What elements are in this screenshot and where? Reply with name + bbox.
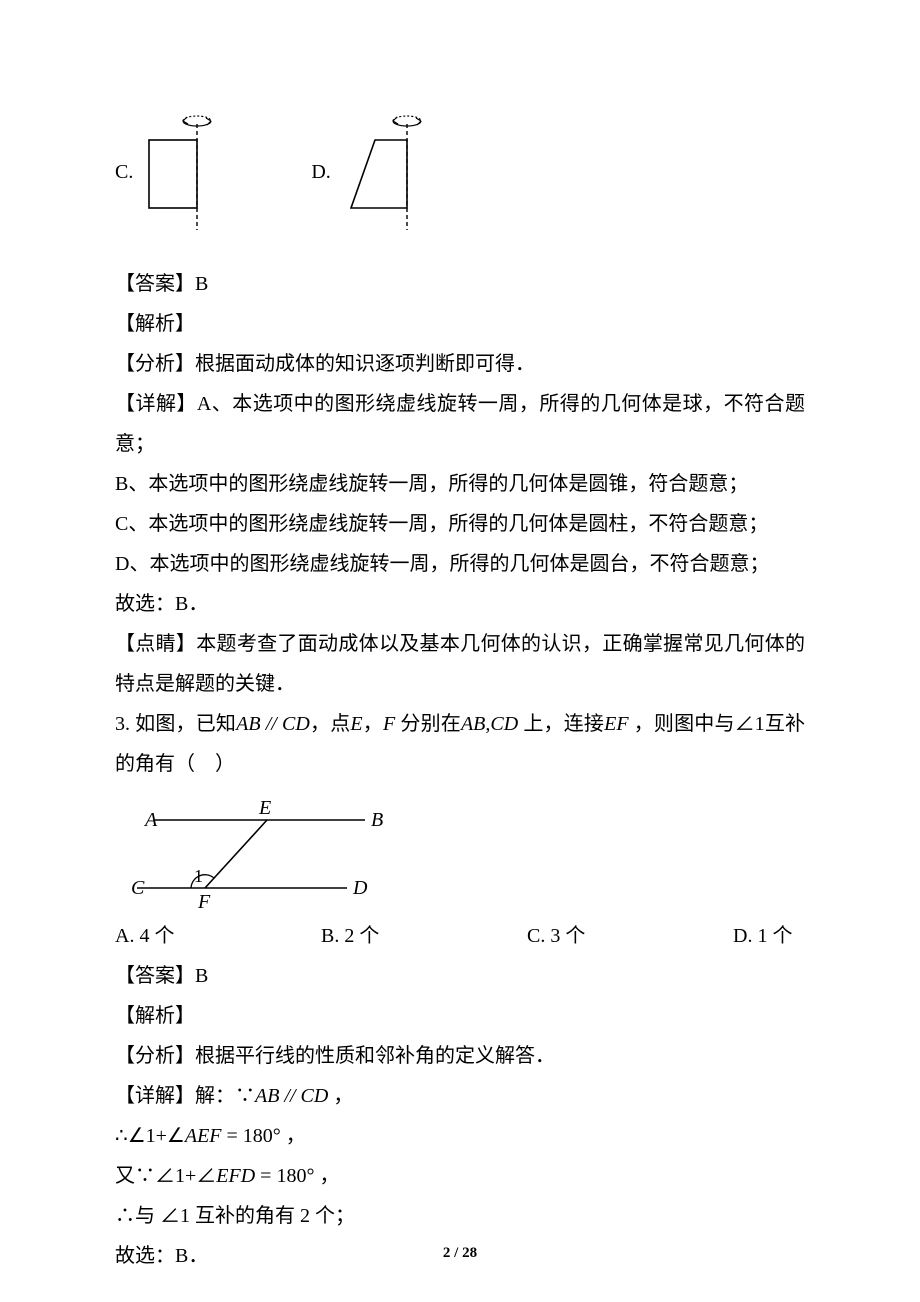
q3-fenxi: 【分析】根据平行线的性质和邻补角的定义解答．: [115, 1036, 805, 1076]
q3-line3: ∴与 ∠1 互补的角有 2 个；: [115, 1196, 805, 1236]
label-E: E: [258, 797, 271, 819]
label-A: A: [143, 809, 158, 831]
q3-answer: 【答案】B: [115, 956, 805, 996]
q3-choice-c: C. 3 个: [527, 916, 733, 956]
label-angle1: 1: [194, 866, 203, 886]
q2-answer: 【答案】B: [115, 264, 805, 304]
q3-stem-f: F: [383, 713, 395, 735]
label-F: F: [197, 891, 211, 912]
q2-dianjing: 【点睛】本题考查了面动成体以及基本几何体的认识，正确掌握常见几何体的特点是解题的…: [115, 624, 805, 704]
q3-stem-pre: 3. 如图，已知: [115, 713, 236, 735]
q3-stem-on2: 上，连接: [518, 713, 604, 735]
q3-detail-abcd: AB // CD: [255, 1085, 328, 1107]
q3-stem: 3. 如图，已知AB // CD，点E，F 分别在AB,CD 上，连接EF ，则…: [115, 704, 805, 784]
label-B: B: [371, 809, 383, 831]
q3-detail-open-end: ，: [328, 1085, 353, 1107]
q3-choice-d: D. 1 个: [733, 916, 805, 956]
q2-option-c-diagram: [139, 110, 221, 234]
q3-stem-comma: ，: [363, 713, 383, 735]
q3-choices: A. 4 个 B. 2 个 C. 3 个 D. 1 个: [115, 916, 805, 956]
q3-detail-open-line: 【详解】解：∵AB // CD ，: [115, 1076, 805, 1116]
q3-stem-ef: EF: [604, 713, 628, 735]
q2-option-c: C.: [115, 110, 221, 234]
q2-therefore: 故选：B．: [115, 584, 805, 624]
q3-line1: ∴∠1+∠AEF = 180° ，: [115, 1116, 805, 1156]
q3-choice-a: A. 4 个: [115, 916, 321, 956]
q3-stem-e: E: [350, 713, 362, 735]
q3-choice-b: B. 2 个: [321, 916, 527, 956]
q2-option-d: D.: [311, 110, 432, 234]
label-D: D: [352, 877, 368, 899]
q2-analysis-label: 【解析】: [115, 304, 805, 344]
q3-diagram: A B C D E F 1: [131, 792, 805, 912]
q2-fenxi: 【分析】根据面动成体的知识逐项判断即可得．: [115, 344, 805, 384]
q2-option-c-label: C.: [115, 161, 133, 184]
q2-detail-c: C、本选项中的图形绕虚线旋转一周，所得的几何体是圆柱，不符合题意；: [115, 504, 805, 544]
q2-detail-b: B、本选项中的图形绕虚线旋转一周，所得的几何体是圆锥，符合题意；: [115, 464, 805, 504]
q3-stem-abcd2: AB,CD: [461, 713, 518, 735]
q3-stem-mid: ，点: [310, 713, 351, 735]
label-C: C: [131, 877, 145, 899]
q2-option-d-label: D.: [311, 161, 330, 184]
q3-analysis-label: 【解析】: [115, 996, 805, 1036]
q2-options-row: C. D.: [115, 110, 805, 234]
q2-option-d-diagram: [337, 110, 433, 234]
q3-detail-open: 【详解】解：∵: [115, 1085, 255, 1107]
page-number: 2 / 28: [0, 1245, 920, 1262]
q2-detail-d: D、本选项中的图形绕虚线旋转一周，所得的几何体是圆台，不符合题意；: [115, 544, 805, 584]
q3-line2: 又∵∠1+∠EFD = 180° ，: [115, 1156, 805, 1196]
q3-stem-on: 分别在: [395, 713, 461, 735]
q2-detail-a: 【详解】A、本选项中的图形绕虚线旋转一周，所得的几何体是球，不符合题意；: [115, 384, 805, 464]
q3-stem-abcd1: AB // CD: [236, 713, 310, 735]
